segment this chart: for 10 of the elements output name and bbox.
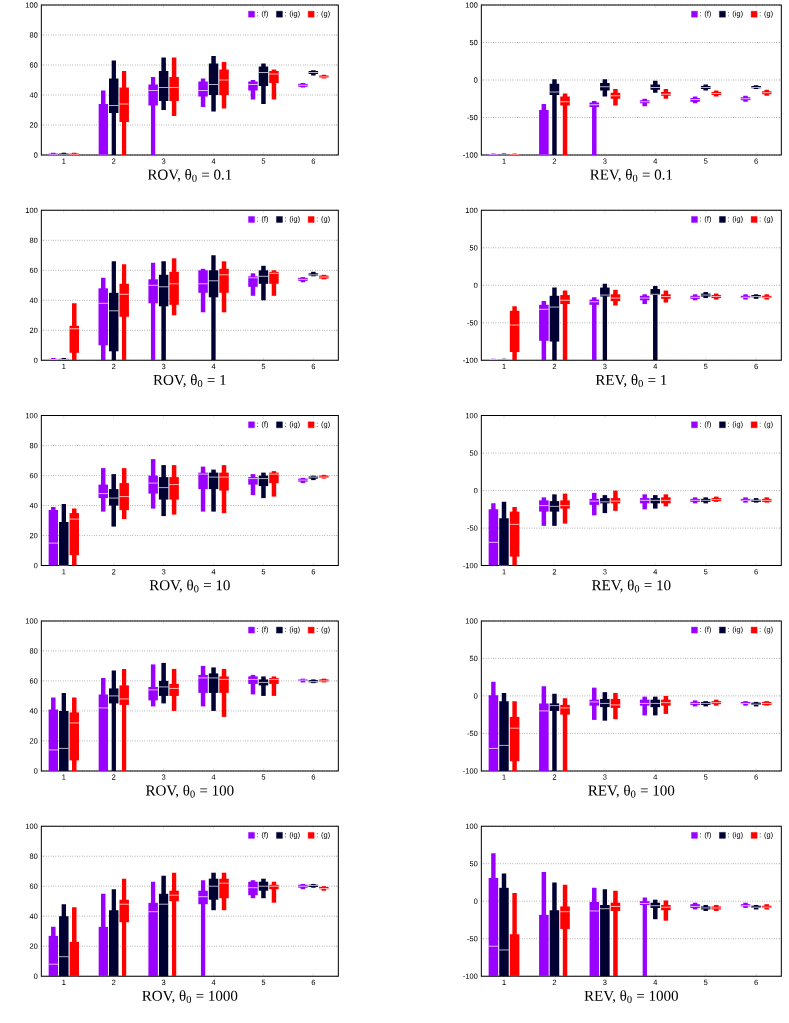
- text: REV, θ$_{0}$ = 0.1: [590, 169, 672, 182]
- text: REV, θ$_{0}$ = 1000: [584, 990, 678, 1004]
- text: ROV, θ$_{0}$ = 1: [153, 374, 226, 388]
- text: ROV, θ$_{0}$ = 100: [145, 784, 234, 798]
- text: ROV, θ$_{0}$ = 1000: [142, 990, 238, 1004]
- text: ROV, θ$_{0}$ = 0.1: [147, 169, 232, 182]
- text: ROV, θ$_{0}$ = 10: [149, 579, 230, 593]
- text: REV, θ$_{0}$ = 1: [595, 374, 667, 388]
- text: REV, θ$_{0}$ = 100: [588, 784, 675, 798]
- text: REV, θ$_{0}$ = 10: [591, 579, 671, 593]
